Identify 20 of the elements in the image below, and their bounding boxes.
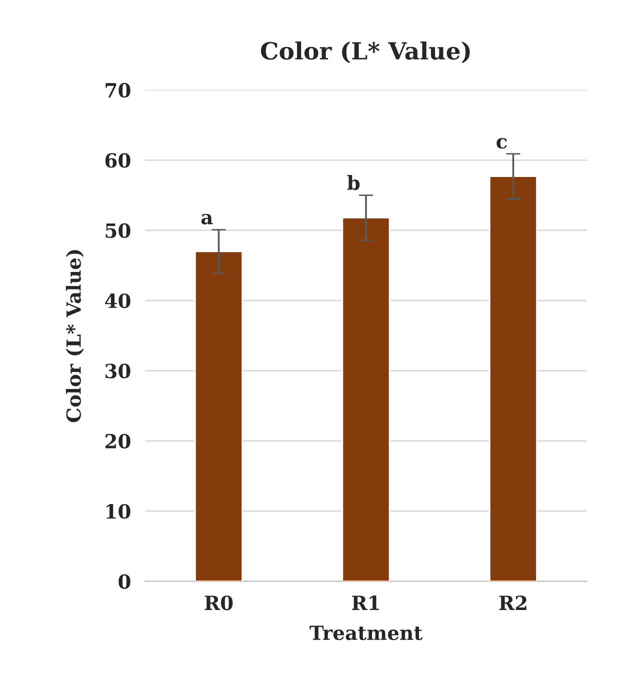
y-tick-label: 0 (118, 574, 130, 589)
annotation: a (201, 214, 213, 224)
y-tick-label: 10 (106, 504, 130, 519)
y-tick-label: 70 (106, 82, 130, 98)
x-tick-label: R1 (352, 596, 379, 610)
x-axis-title: Treatment (310, 626, 423, 640)
y-tick-label: 20 (105, 434, 130, 449)
chart-title: Color (L* Value) (260, 41, 470, 64)
y-axis-title: Color (L* Value) (66, 250, 84, 422)
y-tick-label: 50 (106, 223, 130, 238)
x-tick-label: R2 (499, 596, 526, 610)
bar (488, 176, 538, 582)
x-tick-label: R0 (204, 596, 233, 610)
y-tick-label: 40 (104, 293, 130, 308)
y-tick-label: 30 (106, 364, 130, 378)
y-tick-label: 60 (105, 153, 130, 168)
bar (194, 250, 243, 582)
annotation: c (496, 138, 507, 149)
bar (342, 217, 390, 582)
annotation: b (347, 175, 360, 190)
